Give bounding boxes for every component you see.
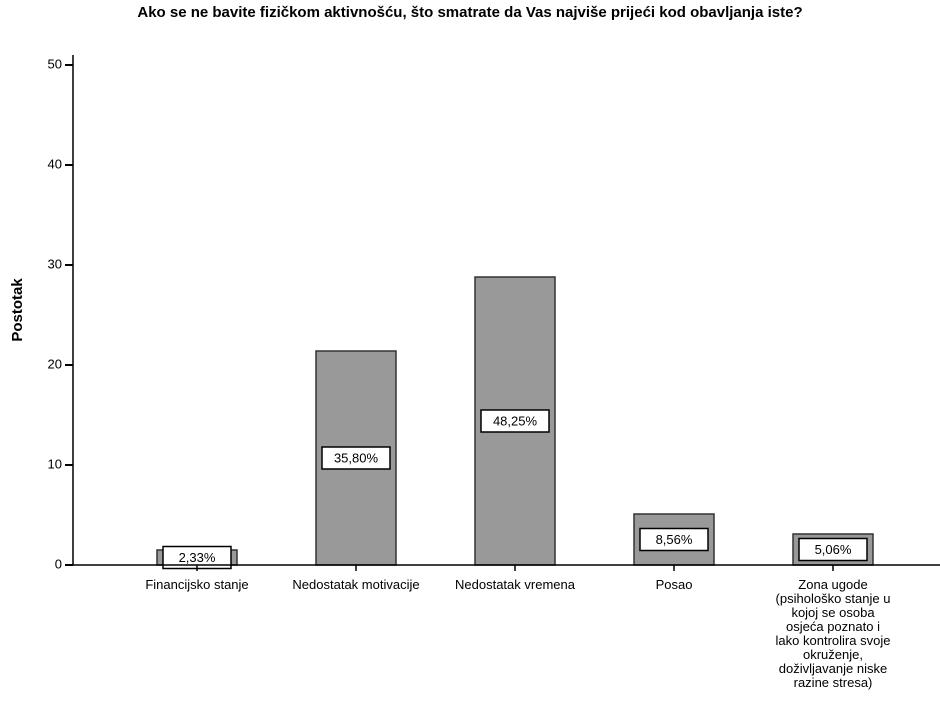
x-tick-label: Nedostatak motivacije [292, 577, 420, 592]
x-tick-label: Posao [655, 577, 693, 592]
bar-label: 35,80% [334, 450, 379, 465]
bar-label-box [798, 537, 868, 562]
chart-title: Ako se ne bavite fizičkom aktivnošću, št… [137, 4, 802, 21]
bar-label: 48,25% [493, 413, 538, 428]
y-tick-label: 30 [48, 256, 62, 271]
bar-label-box [480, 409, 550, 433]
y-axis-label: Postotak [9, 278, 26, 342]
bar-label-box [639, 527, 709, 552]
bar-label: 8,56% [656, 532, 693, 547]
y-tick-label: 10 [48, 456, 62, 471]
y-tick-label: 20 [48, 356, 62, 371]
x-tick-label: Nedostatak vremena [455, 577, 575, 592]
y-tick-label: 40 [48, 156, 62, 171]
y-tick-label: 0 [55, 556, 62, 571]
x-tick-label: Zona ugode (psihološko stanje u kojoj se… [775, 577, 891, 690]
bar-label: 5,06% [815, 542, 852, 557]
bar-label: 2,33% [179, 550, 216, 565]
bar-label-box [321, 446, 391, 470]
x-tick-label: Financijsko stanje [145, 577, 249, 592]
y-tick-label: 50 [48, 56, 62, 71]
